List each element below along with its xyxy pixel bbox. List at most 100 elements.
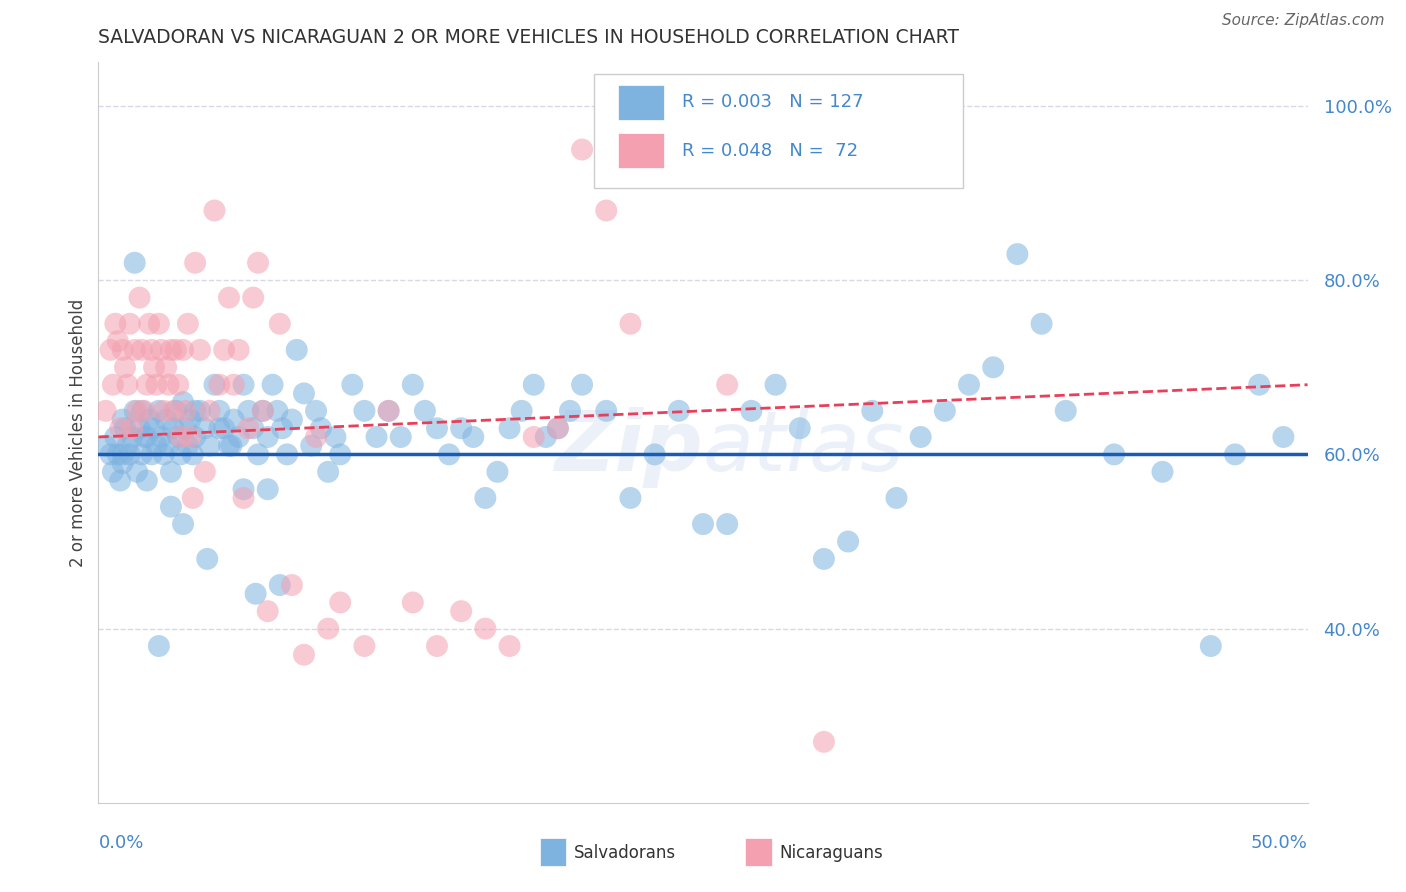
Text: 50.0%: 50.0% xyxy=(1251,834,1308,852)
Point xyxy=(595,404,617,418)
Point xyxy=(668,404,690,418)
Point xyxy=(813,552,835,566)
Point xyxy=(101,377,124,392)
Point xyxy=(148,639,170,653)
Point xyxy=(232,491,254,505)
Point xyxy=(281,578,304,592)
Point xyxy=(150,343,173,357)
Point xyxy=(117,439,139,453)
Point xyxy=(413,404,436,418)
Point xyxy=(329,447,352,461)
Point xyxy=(174,421,197,435)
Point xyxy=(886,491,908,505)
Text: R = 0.048   N =  72: R = 0.048 N = 72 xyxy=(682,142,859,160)
Point xyxy=(426,421,449,435)
Point xyxy=(128,291,150,305)
Point xyxy=(547,421,569,435)
Point xyxy=(150,430,173,444)
Point xyxy=(148,317,170,331)
Point xyxy=(256,604,278,618)
Point xyxy=(1031,317,1053,331)
Point xyxy=(179,430,201,444)
Point xyxy=(165,404,187,418)
Point xyxy=(595,203,617,218)
Point xyxy=(174,404,197,418)
Point xyxy=(353,639,375,653)
Text: Zip: Zip xyxy=(554,407,703,488)
Point xyxy=(204,203,226,218)
Point xyxy=(276,447,298,461)
Point xyxy=(252,404,274,418)
Point xyxy=(94,404,117,418)
Point xyxy=(124,404,146,418)
Point xyxy=(155,360,177,375)
Point xyxy=(194,465,217,479)
Point xyxy=(160,465,183,479)
Point xyxy=(450,604,472,618)
Point xyxy=(143,360,166,375)
Point xyxy=(177,439,200,453)
Point xyxy=(534,430,557,444)
Point xyxy=(571,377,593,392)
Point xyxy=(169,430,191,444)
Point xyxy=(208,377,231,392)
Point xyxy=(305,404,328,418)
Point xyxy=(523,377,546,392)
Point xyxy=(181,447,204,461)
Point xyxy=(402,377,425,392)
Point xyxy=(162,404,184,418)
Point xyxy=(111,343,134,357)
Point xyxy=(152,404,174,418)
Point xyxy=(118,317,141,331)
Point xyxy=(114,360,136,375)
Point xyxy=(167,377,190,392)
Point xyxy=(1249,377,1271,392)
Point xyxy=(141,343,163,357)
Point xyxy=(124,343,146,357)
Point xyxy=(135,430,157,444)
Point xyxy=(269,578,291,592)
Point xyxy=(138,317,160,331)
Point xyxy=(228,430,250,444)
Point xyxy=(450,421,472,435)
Point xyxy=(860,404,883,418)
Point xyxy=(172,395,194,409)
Bar xyxy=(619,133,664,169)
Point xyxy=(208,421,231,435)
Text: SALVADORAN VS NICARAGUAN 2 OR MORE VEHICLES IN HOUSEHOLD CORRELATION CHART: SALVADORAN VS NICARAGUAN 2 OR MORE VEHIC… xyxy=(98,28,959,47)
Text: atlas: atlas xyxy=(703,407,904,488)
Point xyxy=(813,735,835,749)
Point xyxy=(167,430,190,444)
Point xyxy=(292,386,315,401)
Point xyxy=(389,430,412,444)
Point xyxy=(127,465,149,479)
Point xyxy=(148,404,170,418)
Point xyxy=(981,360,1004,375)
Point xyxy=(558,404,581,418)
Point xyxy=(463,430,485,444)
Point xyxy=(1272,430,1295,444)
Point xyxy=(1007,247,1029,261)
Point xyxy=(218,439,240,453)
Point xyxy=(353,404,375,418)
Point xyxy=(285,343,308,357)
Point xyxy=(127,404,149,418)
Point xyxy=(426,639,449,653)
Point xyxy=(134,430,156,444)
Point xyxy=(837,534,859,549)
Point xyxy=(305,430,328,444)
Point xyxy=(94,439,117,453)
Point xyxy=(266,404,288,418)
Point xyxy=(716,517,738,532)
Point xyxy=(716,377,738,392)
Point xyxy=(121,421,143,435)
Point xyxy=(256,482,278,496)
Point xyxy=(342,377,364,392)
Point xyxy=(157,377,180,392)
Point xyxy=(184,404,207,418)
Point xyxy=(789,421,811,435)
Point xyxy=(957,377,980,392)
Point xyxy=(114,421,136,435)
Point xyxy=(232,482,254,496)
Point xyxy=(281,412,304,426)
